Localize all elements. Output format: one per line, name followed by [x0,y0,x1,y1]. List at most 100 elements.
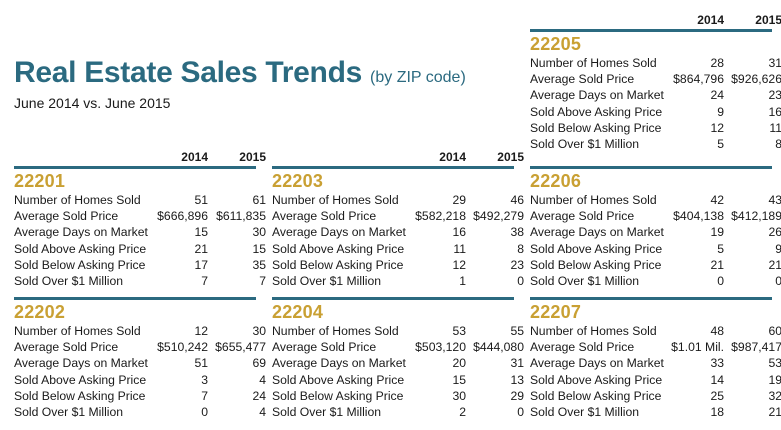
stat-value-2015: 30 [252,225,266,240]
stat-value-2015: 32 [768,388,781,403]
stat-row: Average Sold Price $582,218 $492,279 [272,208,524,224]
stat-label: Sold Above Asking Price [272,241,405,256]
stat-label: Average Sold Price [530,340,635,355]
stat-value-2015: 60 [768,324,781,338]
stat-value-2015: 21 [768,257,781,272]
stat-value-2014: 16 [452,225,466,240]
stat-value-2014: 12 [710,120,724,135]
stat-value-2015: 4 [259,372,266,387]
zip-block: 22201 Number of Homes Sold 51 61 Average Sol… [14,166,266,289]
stat-value-2015: 11 [769,120,781,135]
stat-value-2014: 17 [194,257,208,272]
stat-value-2014: 9 [717,104,724,119]
stat-label: Sold Below Asking Price [14,388,146,403]
stat-value-2015: $611,835 [216,209,266,224]
zip-block: 22207 Number of Homes Sold 48 60 Average Sol… [530,297,781,420]
section-rule [530,166,772,169]
stat-row: Sold Above Asking Price 15 13 [272,372,524,388]
stat-label: Sold Above Asking Price [14,241,147,256]
stat-value-2015: 29 [510,388,524,403]
stat-row: Number of Homes Sold 42 43 [530,192,781,208]
stat-row: Sold Over $1 Million 0 0 [530,273,781,289]
stat-value-2014: 21 [710,257,724,272]
zip-block: 22202 Number of Homes Sold 12 30 Average Sol… [14,297,266,420]
stat-value-2015: 53 [768,356,781,371]
stat-label: Sold Over $1 Million [530,404,640,419]
stat-value-2015: 69 [252,356,266,371]
stat-label: Sold Above Asking Price [530,372,663,387]
section-rule [272,297,514,300]
stat-value-2015: 24 [252,388,266,403]
stat-row: Sold Above Asking Price 14 19 [530,372,781,388]
section-rule [530,29,772,32]
stat-value-2014: $510,242 [157,340,208,355]
stat-value-2015: 30 [252,324,266,338]
stat-value-2014: 29 [452,193,466,207]
stat-row: Average Sold Price $404,138 $412,189 [530,208,781,224]
stat-value-2015: $926,626 [731,72,781,87]
stat-row: Number of Homes Sold 53 55 [272,323,524,339]
stat-label: Sold Below Asking Price [530,388,662,403]
stat-row: Sold Above Asking Price 21 15 [14,241,266,257]
stat-row: Sold Over $1 Million 5 8 [530,136,781,152]
stat-label: Sold Over $1 Million [14,404,124,419]
stat-value-2015: 23 [768,88,781,103]
stat-value-2015: 0 [517,404,524,419]
stat-value-2014: $582,218 [415,209,466,224]
year-header-col1: 2014 2015 [14,150,266,166]
stat-row: Average Sold Price $666,896 $611,835 [14,208,266,224]
stat-value-2015: 7 [259,273,266,288]
stat-value-2014: 7 [201,388,208,403]
stat-label: Sold Over $1 Million [530,273,640,288]
stat-row: Sold Above Asking Price 11 8 [272,241,524,257]
stat-row: Sold Below Asking Price 12 23 [272,257,524,273]
stat-value-2015: 15 [252,241,266,256]
stat-label: Sold Above Asking Price [530,241,663,256]
stat-row: Average Days on Market 33 53 [530,355,781,371]
stat-row: Sold Below Asking Price 17 35 [14,257,266,273]
section-rule [14,166,256,169]
stat-value-2014: $1.01 Mil. [671,340,724,355]
stat-value-2015: 9 [775,241,781,256]
stat-label: Sold Over $1 Million [272,404,382,419]
page-title: Real Estate Sales Trends (by ZIP code) [14,56,466,90]
stat-row: Sold Over $1 Million 18 21 [530,404,781,420]
stat-value-2014: 0 [717,273,724,288]
zip-block: 22203 Number of Homes Sold 29 46 Average Sol… [272,166,524,289]
stat-value-2014: 0 [201,404,208,419]
stat-value-2015: 16 [768,104,781,119]
stat-row: Average Days on Market 19 26 [530,224,781,240]
stat-row: Sold Over $1 Million 7 7 [14,273,266,289]
stat-value-2015: 61 [252,193,266,207]
stat-label: Sold Below Asking Price [14,257,146,272]
stat-value-2014: 20 [452,356,466,371]
stat-label: Average Sold Price [14,209,119,224]
stat-value-2015: $655,477 [215,340,266,355]
zip-block: 22205 Number of Homes Sold 28 31 Average Sol… [530,29,781,152]
stat-row: Average Days on Market 15 30 [14,224,266,240]
stat-row: Average Days on Market 51 69 [14,355,266,371]
year-2015-label: 2015 [239,150,266,164]
stat-value-2014: $864,796 [673,72,724,87]
stat-value-2015: 26 [768,225,781,240]
stat-label: Number of Homes Sold [530,324,657,338]
stat-value-2015: $412,189 [731,209,781,224]
stat-row: Sold Below Asking Price 7 24 [14,388,266,404]
stat-value-2014: 7 [201,273,208,288]
stat-label: Sold Over $1 Million [272,273,382,288]
section-rule [14,297,256,300]
stat-value-2014: 42 [710,193,724,207]
stat-value-2015: 8 [775,136,781,151]
stat-row: Number of Homes Sold 28 31 [530,55,781,71]
stat-label: Average Days on Market [272,356,406,371]
stat-label: Number of Homes Sold [14,193,141,207]
stat-value-2014: 12 [194,324,208,338]
zip-code-heading: 22201 [14,171,66,191]
stat-value-2014: 18 [710,404,724,419]
stat-value-2014: 51 [194,356,208,371]
stat-value-2014: 24 [710,88,724,103]
stat-row: Average Sold Price $510,242 $655,477 [14,339,266,355]
stat-row: Sold Above Asking Price 3 4 [14,372,266,388]
stat-value-2014: 21 [194,241,208,256]
stat-row: Average Days on Market 24 23 [530,87,781,103]
